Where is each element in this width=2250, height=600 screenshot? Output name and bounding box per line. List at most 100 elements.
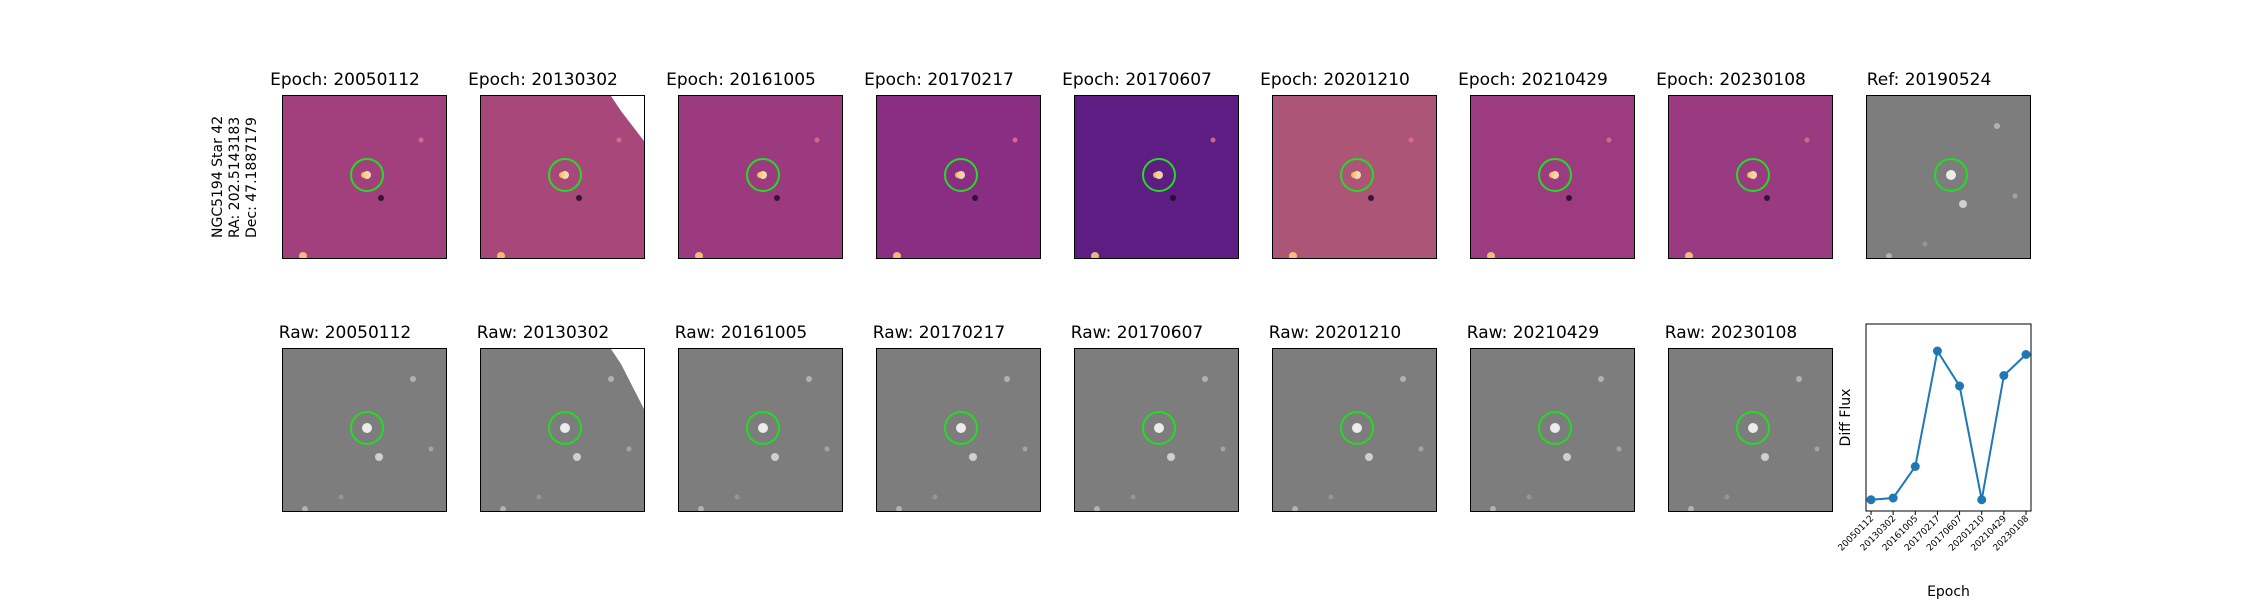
raw-title-3: Raw: 20161005: [674, 323, 808, 343]
neighbor-source: [1365, 453, 1373, 461]
raw-image-4: [876, 348, 1041, 512]
field-source: [1994, 123, 2000, 129]
negative-residual: [774, 195, 780, 201]
plot-frame: [1865, 323, 2032, 512]
aperture-circle: [1340, 158, 1374, 192]
flux-point: [1977, 495, 1987, 505]
aperture-circle: [1934, 158, 1968, 192]
diff-image-5: [1074, 95, 1239, 259]
aperture-circle: [1340, 411, 1374, 445]
field-source: [824, 446, 830, 452]
flux-series-line: [1870, 348, 2027, 501]
neighbor-source: [771, 453, 779, 461]
y-axis-label: Diff Flux: [1838, 389, 1854, 447]
neighbor-source: [1761, 453, 1769, 461]
corner-source: [893, 252, 901, 258]
field-source: [608, 376, 614, 382]
raw-image-1: [282, 348, 447, 512]
negative-residual: [972, 195, 978, 201]
target-source: [362, 423, 372, 433]
target-core: [1549, 172, 1555, 178]
diff-title-6: Epoch: 20201210: [1260, 70, 1410, 90]
aperture-circle: [350, 411, 384, 445]
field-source: [734, 494, 740, 500]
corner-source: [698, 506, 704, 511]
aperture-circle: [1142, 158, 1176, 192]
diff-flux-chart: 2005011220130302201610052017021720170607…: [1837, 323, 2032, 600]
raw-title-7: Raw: 20210429: [1466, 323, 1600, 343]
raw-title-5: Raw: 20170607: [1070, 323, 1204, 343]
corner-source: [695, 252, 703, 258]
field-source: [814, 137, 820, 143]
corner-source: [1685, 252, 1693, 258]
field-source: [338, 494, 344, 500]
field-source: [1408, 137, 1414, 143]
diff-title-8: Epoch: 20230108: [1656, 70, 1806, 90]
neighbor-source: [1959, 200, 1967, 208]
coverage-gap: [611, 349, 644, 409]
field-source: [1130, 494, 1136, 500]
aperture-circle: [1142, 411, 1176, 445]
x-axis-label: Epoch: [1927, 584, 1970, 600]
raw-title-4: Raw: 20170217: [872, 323, 1006, 343]
field-source: [2012, 193, 2018, 199]
target-source: [1946, 170, 1956, 180]
diff-image-4: [876, 95, 1041, 259]
neighbor-source: [969, 453, 977, 461]
raw-image-5: [1074, 348, 1239, 512]
field-source: [1606, 137, 1612, 143]
negative-residual: [1170, 195, 1176, 201]
aperture-circle: [548, 158, 582, 192]
field-source: [1526, 494, 1532, 500]
diff-title-5: Epoch: 20170607: [1062, 70, 1212, 90]
field-source: [1022, 446, 1028, 452]
aperture-circle: [746, 158, 780, 192]
field-source: [1202, 376, 1208, 382]
diff-image-1: [282, 95, 447, 259]
target-ra: RA: 202.5143183: [227, 116, 243, 238]
field-source: [1804, 137, 1810, 143]
raw-title-2: Raw: 20130302: [476, 323, 610, 343]
diff-image-8: [1668, 95, 1833, 259]
corner-source: [1688, 506, 1694, 511]
ref-image-9: [1866, 95, 2031, 259]
neighbor-source: [1167, 453, 1175, 461]
negative-residual: [576, 195, 582, 201]
corner-source: [500, 506, 506, 511]
field-source: [932, 494, 938, 500]
raw-image-2: [480, 348, 645, 512]
diff-image-6: [1272, 95, 1437, 259]
corner-source: [1490, 506, 1496, 511]
raw-image-7: [1470, 348, 1635, 512]
field-source: [1724, 494, 1730, 500]
negative-residual: [1566, 195, 1572, 201]
field-source: [1922, 241, 1928, 247]
target-source: [1550, 423, 1560, 433]
diff-title-2: Epoch: 20130302: [468, 70, 618, 90]
raw-image-6: [1272, 348, 1437, 512]
corner-source: [1094, 506, 1100, 511]
field-source: [1616, 446, 1622, 452]
target-core: [1747, 172, 1753, 178]
corner-source: [1487, 252, 1495, 258]
target-core: [955, 172, 961, 178]
field-source: [1328, 494, 1334, 500]
aperture-circle: [548, 411, 582, 445]
aperture-circle: [1736, 158, 1770, 192]
neighbor-source: [375, 453, 383, 461]
corner-source: [1292, 506, 1298, 511]
diff-title-1: Epoch: 20050112: [270, 70, 420, 90]
raw-image-3: [678, 348, 843, 512]
target-source: [560, 423, 570, 433]
field-source: [418, 137, 424, 143]
target-core: [1153, 172, 1159, 178]
flux-point: [1866, 495, 1876, 505]
target-source: [1352, 423, 1362, 433]
corner-source: [1886, 253, 1892, 258]
field-source: [1796, 376, 1802, 382]
target-core: [757, 172, 763, 178]
target-name: NGC5194 Star 42: [210, 115, 226, 238]
target-source: [758, 423, 768, 433]
neighbor-source: [1563, 453, 1571, 461]
field-source: [626, 446, 632, 452]
